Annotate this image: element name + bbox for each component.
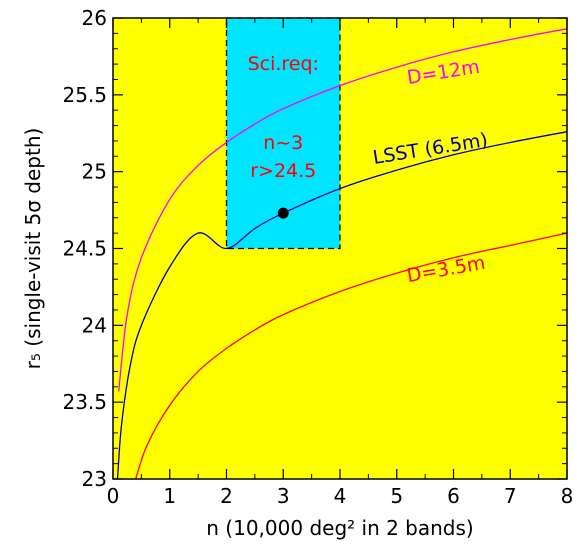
x-tick-label: 5 [390, 484, 403, 508]
x-tick-label: 4 [334, 484, 347, 508]
x-tick-label: 0 [107, 484, 120, 508]
y-tick-label: 24 [82, 313, 107, 337]
requirement-label-line: r>24.5 [250, 160, 316, 182]
x-axis-title: n (10,000 deg² in 2 bands) [206, 516, 473, 540]
series-line [118, 28, 568, 392]
plot-frame [112, 17, 568, 480]
requirement-label-line: Sci.req: [248, 53, 319, 75]
x-tick-label: 1 [163, 484, 176, 508]
requirement-label-line: n~3 [263, 132, 303, 154]
y-axis-title: r₅ (single-visit 5σ depth) [21, 128, 45, 370]
series-line [135, 232, 568, 480]
x-tick-label: 3 [277, 484, 290, 508]
series-line [116, 131, 568, 480]
y-tick-label: 23 [82, 467, 107, 491]
x-tick-label: 8 [561, 484, 574, 508]
y-tick-label: 23.5 [62, 390, 107, 414]
y-tick-label: 26 [82, 6, 107, 30]
y-tick-label: 25 [82, 160, 107, 184]
x-tick-label: 6 [447, 484, 460, 508]
x-tick-label: 2 [220, 484, 233, 508]
lsst-design-point-marker [277, 207, 289, 219]
x-tick-label: 7 [504, 484, 517, 508]
y-tick-label: 24.5 [62, 237, 107, 261]
y-tick-label: 25.5 [62, 83, 107, 107]
